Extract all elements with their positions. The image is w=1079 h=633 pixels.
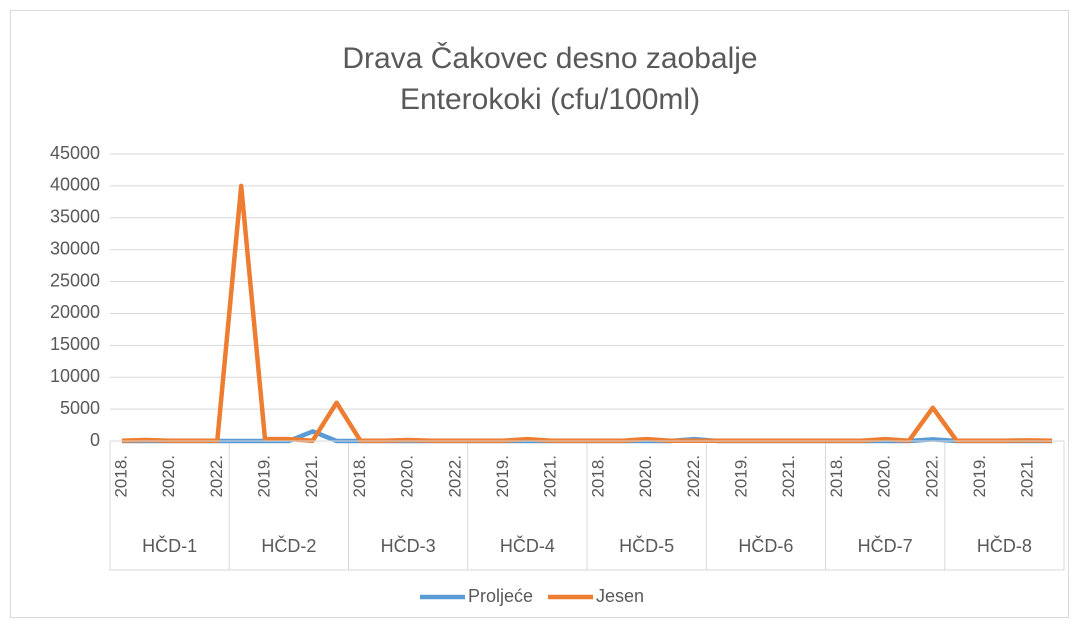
group-label: HČD-6 bbox=[738, 535, 793, 556]
x-tick-label: 2021. bbox=[1018, 455, 1037, 498]
x-tick-label: 2022. bbox=[207, 455, 226, 498]
y-tick-label: 0 bbox=[90, 430, 100, 450]
x-tick-label: 2022. bbox=[922, 455, 941, 498]
chart-title: Drava Čakovec desno zaobalje bbox=[342, 41, 757, 75]
x-tick-label: 2022. bbox=[445, 455, 464, 498]
x-tick-label: 2018. bbox=[588, 455, 607, 498]
x-tick-label: 2019. bbox=[970, 455, 989, 498]
x-tick-label: 2018. bbox=[827, 455, 846, 498]
chart-border bbox=[10, 10, 1069, 618]
y-tick-label: 15000 bbox=[50, 334, 100, 354]
legend-label: Proljeće bbox=[468, 586, 533, 606]
x-tick-label: 2021. bbox=[541, 455, 560, 498]
x-tick-label: 2019. bbox=[255, 455, 274, 498]
y-tick-label: 5000 bbox=[60, 398, 100, 418]
x-tick-label: 2022. bbox=[684, 455, 703, 498]
x-tick-label: 2019. bbox=[732, 455, 751, 498]
y-tick-label: 30000 bbox=[50, 238, 100, 258]
x-tick-label: 2021. bbox=[779, 455, 798, 498]
group-label: HČD-2 bbox=[261, 535, 316, 556]
y-tick-label: 35000 bbox=[50, 207, 100, 227]
x-tick-label: 2020. bbox=[398, 455, 417, 498]
y-tick-label: 10000 bbox=[50, 366, 100, 386]
x-tick-label: 2020. bbox=[636, 455, 655, 498]
x-tick-label: 2018. bbox=[350, 455, 369, 498]
y-tick-label: 45000 bbox=[50, 143, 100, 163]
group-label: HČD-1 bbox=[142, 535, 197, 556]
x-tick-label: 2018. bbox=[111, 455, 130, 498]
group-label: HČD-5 bbox=[619, 535, 674, 556]
group-label: HČD-3 bbox=[381, 535, 436, 556]
legend-label: Jesen bbox=[596, 586, 644, 606]
x-tick-label: 2020. bbox=[875, 455, 894, 498]
x-tick-label: 2021. bbox=[302, 455, 321, 498]
group-label: HČD-8 bbox=[977, 535, 1032, 556]
x-tick-label: 2019. bbox=[493, 455, 512, 498]
chart-title: Enterokoki (cfu/100ml) bbox=[400, 83, 700, 116]
y-tick-label: 25000 bbox=[50, 270, 100, 290]
y-tick-label: 20000 bbox=[50, 302, 100, 322]
group-label: HČD-7 bbox=[858, 535, 913, 556]
x-tick-label: 2020. bbox=[159, 455, 178, 498]
y-tick-label: 40000 bbox=[50, 175, 100, 195]
group-label: HČD-4 bbox=[500, 535, 555, 556]
